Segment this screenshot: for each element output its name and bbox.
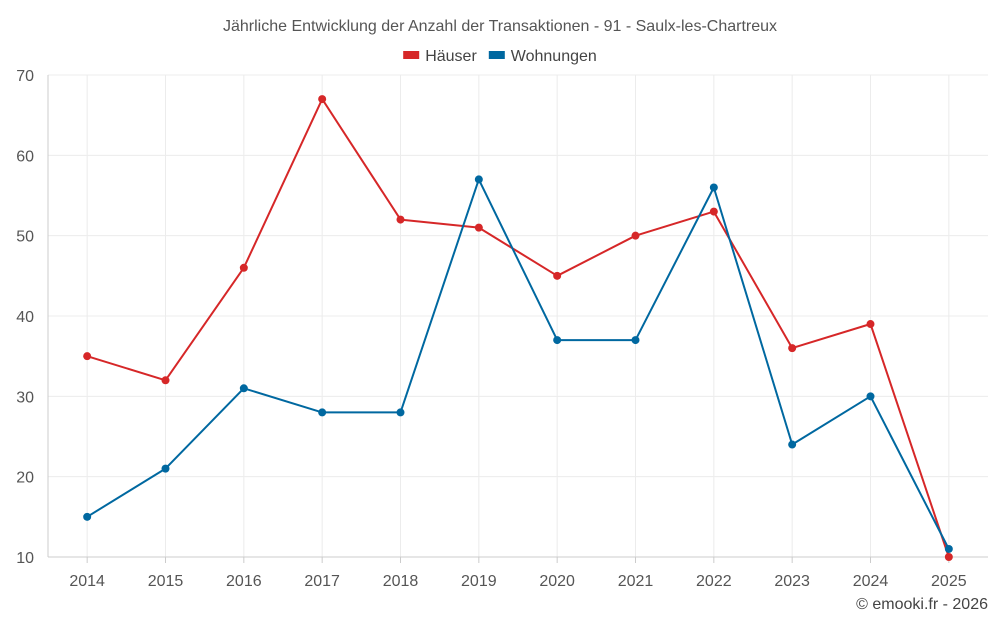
chart-title: Jährliche Entwicklung der Anzahl der Tra… [223,18,777,35]
data-point[interactable] [709,183,718,192]
series-0 [83,95,953,561]
data-point[interactable] [631,336,640,345]
y-tick-label: 20 [16,470,34,487]
y-tick-label: 30 [16,389,34,406]
x-tick-label: 2020 [539,573,575,590]
data-point[interactable] [788,344,797,353]
x-tick-label: 2025 [931,573,967,590]
data-point[interactable] [161,376,170,385]
data-point[interactable] [474,223,483,232]
legend-swatch [403,51,420,59]
data-point[interactable] [161,464,170,473]
data-point[interactable] [788,440,797,449]
credit-text: © emooki.fr - 2026 [856,596,988,613]
data-point[interactable] [709,207,718,216]
x-tick-label: 2019 [461,573,497,590]
x-tick-label: 2016 [226,573,262,590]
x-tick-label: 2021 [618,573,654,590]
y-tick-label: 40 [16,309,34,326]
data-point[interactable] [553,336,562,345]
x-tick-label: 2024 [853,573,889,590]
legend-item[interactable]: Wohnungen [488,48,597,65]
x-tick-label: 2015 [148,573,184,590]
data-point[interactable] [944,553,953,561]
y-tick-label: 10 [16,550,34,567]
x-tick-label: 2023 [774,573,810,590]
axes: 10 20 30 40 50 60 70 2014 2015 2016 2017 2018 2019 20… [16,68,988,590]
series-1 [83,175,953,553]
legend-item[interactable]: Häuser [403,48,477,65]
data-point[interactable] [553,271,562,280]
x-tick-label: 2018 [383,573,419,590]
data-point[interactable] [396,408,405,417]
series-line [86,98,950,558]
data-point[interactable] [396,215,405,224]
y-tick-label: 60 [16,148,34,165]
data-point[interactable] [318,408,327,417]
data-point[interactable] [239,384,248,393]
legend-label: Wohnungen [511,48,597,65]
data-point[interactable] [83,512,92,521]
data-point[interactable] [239,263,248,272]
data-point[interactable] [866,320,875,329]
grid [48,74,988,557]
x-tick-label: 2014 [69,573,105,590]
series-line [86,178,950,550]
legend-swatch [488,51,505,59]
data-point[interactable] [944,544,953,553]
data-point[interactable] [866,392,875,401]
series-layer [83,95,953,561]
data-point[interactable] [631,231,640,240]
legend-label: Häuser [425,48,477,65]
data-point[interactable] [83,352,92,361]
data-point[interactable] [318,95,327,104]
x-tick-label: 2017 [304,573,340,590]
y-tick-label: 50 [16,229,34,246]
x-tick-label: 2022 [696,573,732,590]
data-point[interactable] [474,175,483,184]
legend: Häuser Wohnungen [403,48,597,65]
y-tick-label: 70 [16,68,34,85]
